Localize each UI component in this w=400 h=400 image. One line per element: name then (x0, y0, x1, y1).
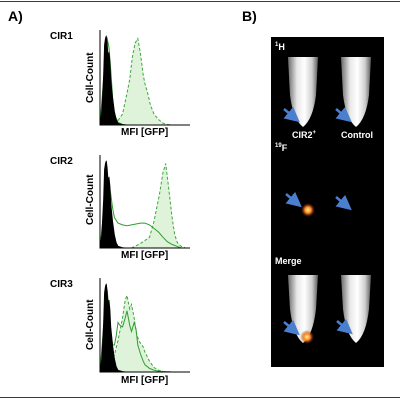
series-dashed-green-filled-cir1 (107, 37, 173, 126)
histogram-cir3 (99, 278, 190, 373)
merge-hotspot (300, 330, 314, 344)
axes-cir1 (99, 30, 190, 126)
hist-xlabel-cir3: MFI [GFP] (121, 375, 169, 386)
mri-tubes-graphic (283, 57, 371, 344)
hist-ylabel-cir1: Cell-Count (85, 52, 96, 103)
hist-xlabel-cir2: MFI [GFP] (121, 250, 169, 261)
mri-section-19f-label: 19F (275, 143, 288, 153)
arrow-19f-right (335, 194, 352, 211)
histogram-cir1 (99, 30, 190, 126)
axes-cir2 (99, 155, 190, 249)
arrow-19f-left (285, 191, 302, 208)
hist-ylabel-cir2: Cell-Count (85, 174, 96, 225)
arrow-1h-right (335, 106, 352, 123)
hist-title-cir3: CIR3 (50, 279, 73, 290)
histogram-cir2 (99, 155, 190, 249)
series-dashed-green-filled-cir3 (108, 293, 173, 373)
mri-image-panel: 1H CIR2+ Control 19F Merge (271, 37, 384, 367)
hist-title-cir2: CIR2 (50, 156, 73, 167)
series-filled-black-cir3 (99, 283, 128, 373)
mri-section-merge-label: Merge (275, 256, 302, 266)
panel-b-label: B) (242, 8, 257, 24)
bottom-edge-line (0, 397, 400, 398)
series-filled-black-cir2 (99, 160, 128, 249)
arrow-1h-left (283, 106, 300, 123)
mri-tube-label-control: Control (341, 130, 373, 140)
panel-a-label: A) (8, 8, 23, 24)
tube-control-merge (341, 275, 371, 343)
series-filled-black-cir1 (99, 35, 128, 126)
mri-tube-label-cir2: CIR2+ (292, 130, 317, 140)
hist-title-cir1: CIR1 (50, 31, 73, 42)
hist-ylabel-cir3: Cell-Count (85, 299, 96, 350)
arrow-merge-right (336, 318, 353, 335)
hist-xlabel-cir1: MFI [GFP] (121, 127, 169, 138)
f19-hotspot (301, 203, 315, 217)
arrow-merge-left (283, 319, 300, 336)
mri-section-1h-label: 1H (275, 42, 285, 52)
series-dashed-green-filled-cir2 (131, 163, 186, 249)
axes-cir3 (99, 278, 190, 373)
top-edge-line (0, 1, 400, 2)
